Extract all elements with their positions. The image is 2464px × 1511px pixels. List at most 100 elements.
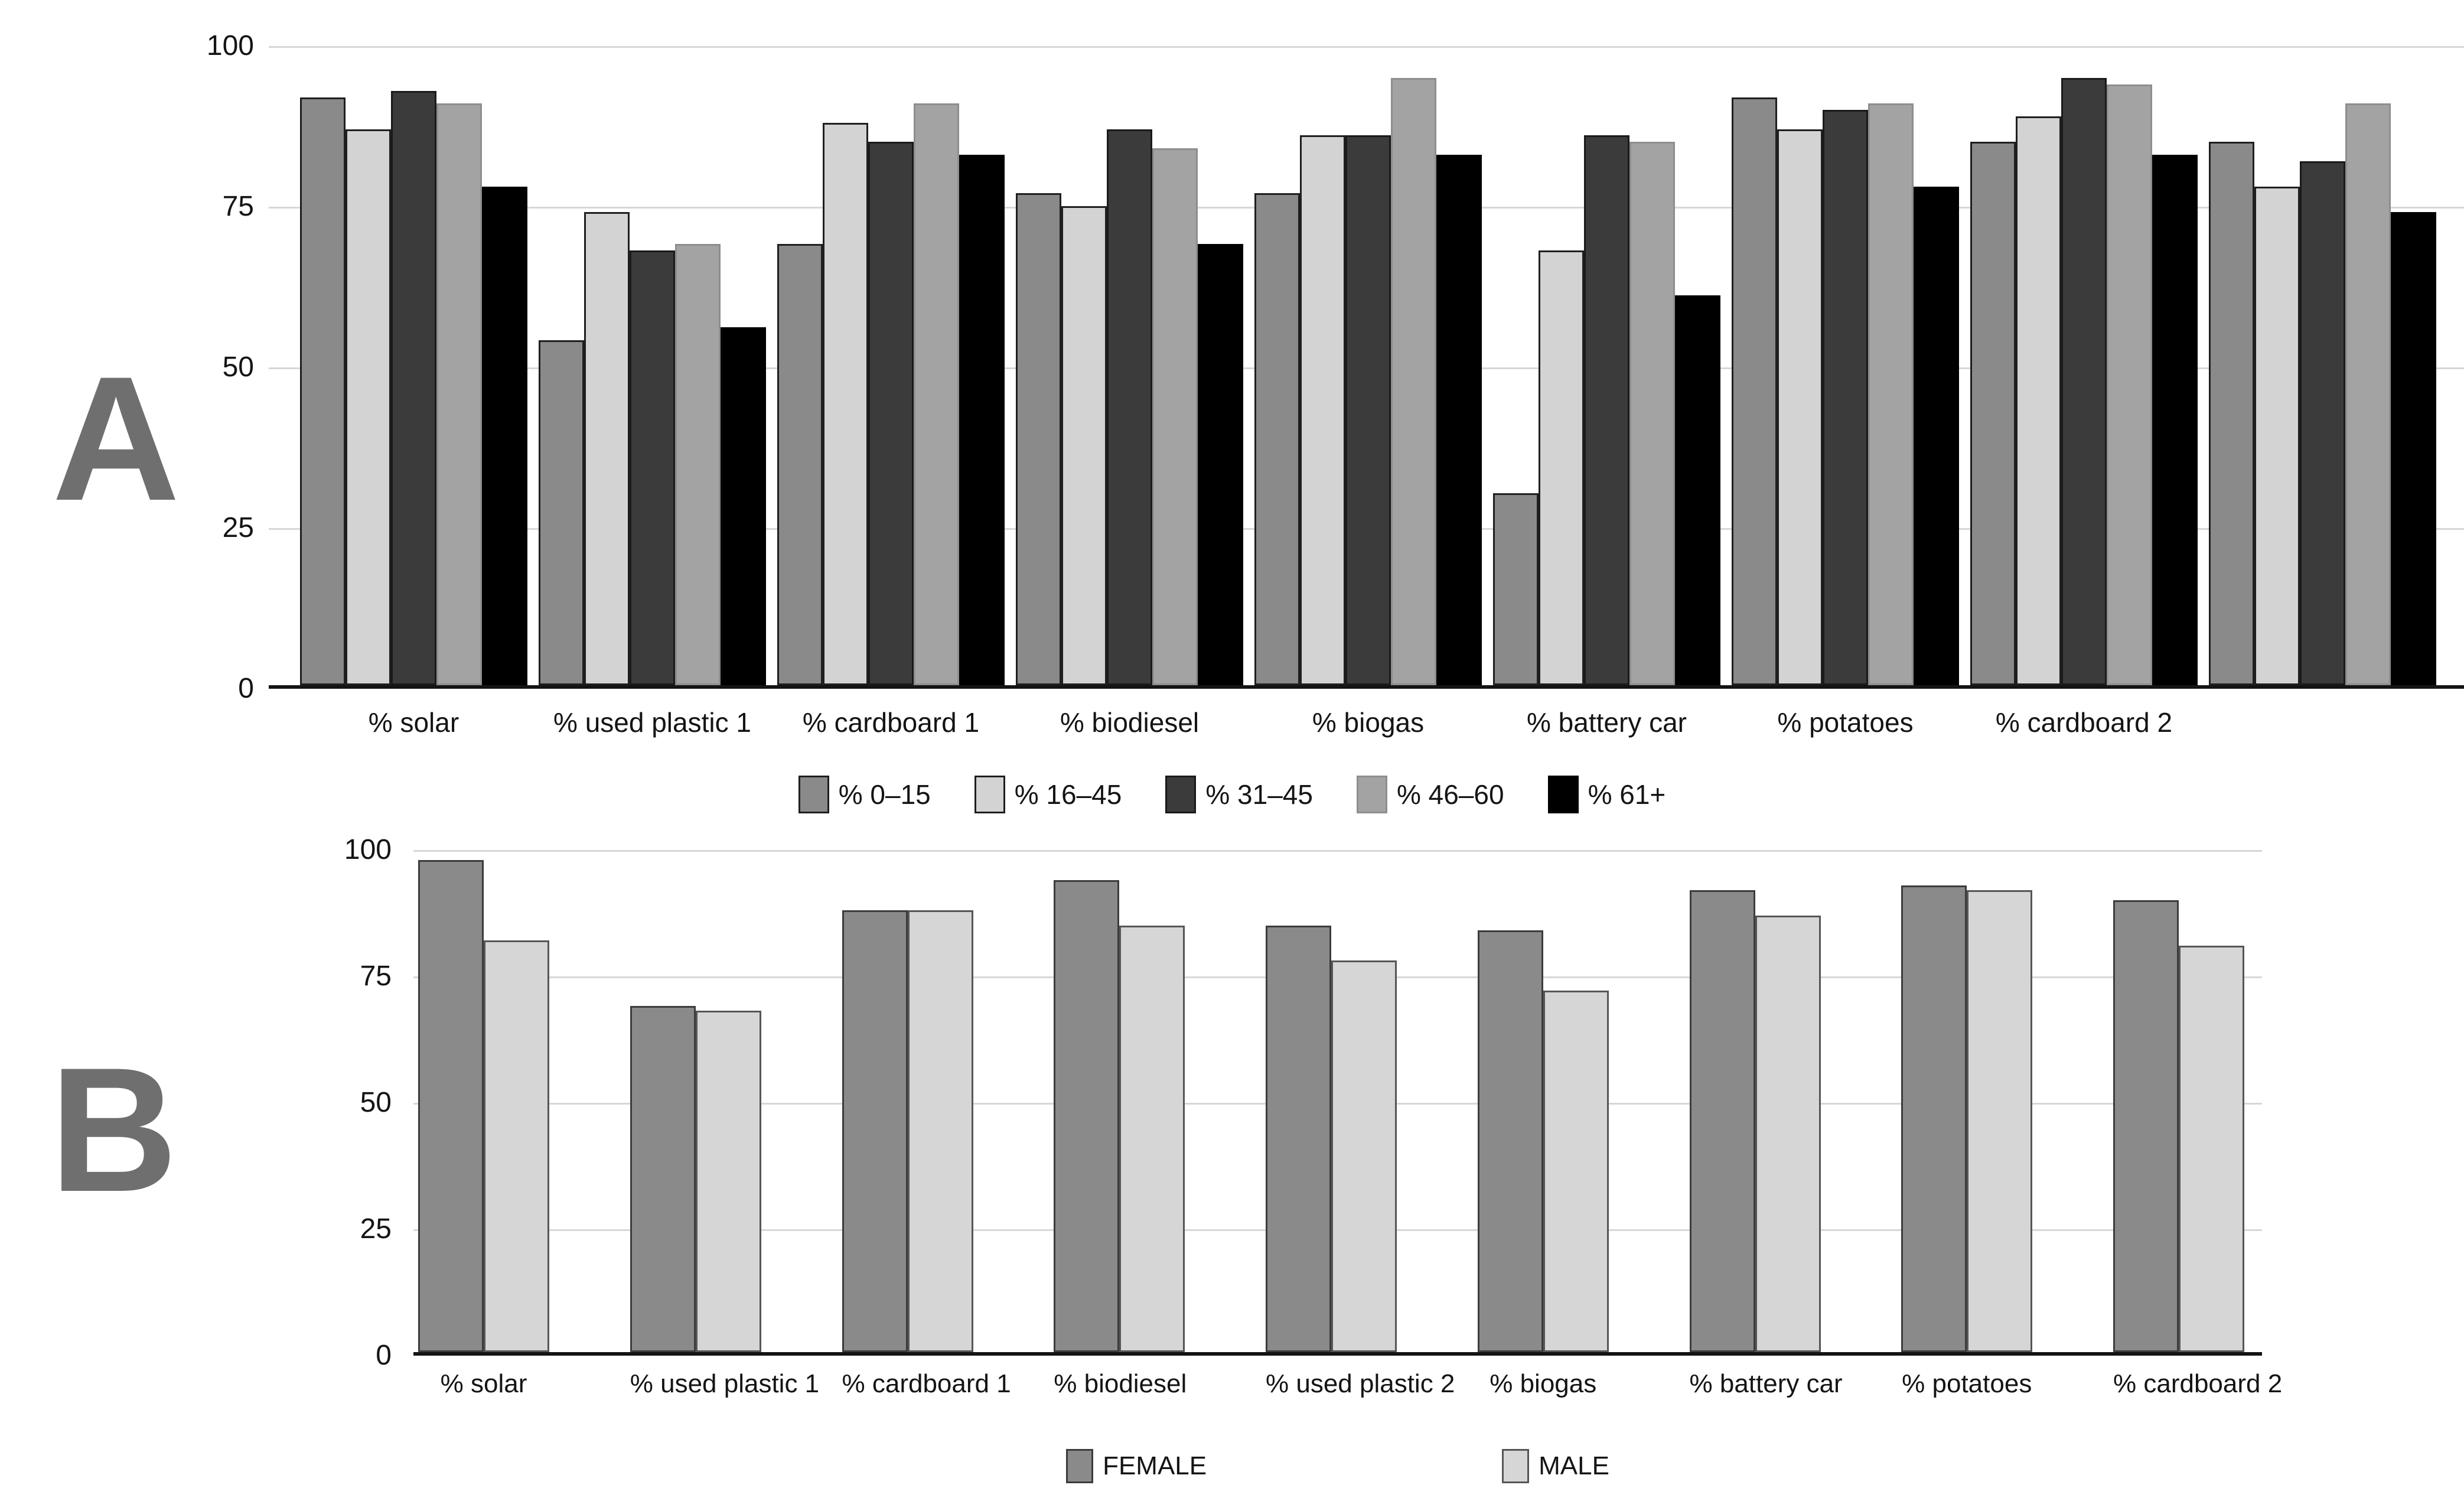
bar [2061, 78, 2107, 685]
bar-group [2113, 850, 2244, 1352]
bar [346, 129, 391, 685]
bar [418, 860, 484, 1352]
category-label: % cardboard 1 [802, 707, 980, 738]
bar [959, 154, 1005, 685]
legend-label: % 61+ [1588, 779, 1666, 810]
bar [1300, 135, 1345, 685]
bar [1119, 925, 1185, 1352]
legend-label: % 46–60 [1396, 779, 1504, 810]
bar [584, 212, 630, 685]
panel-a-letter: A [52, 339, 181, 538]
legend-label: % 31–45 [1205, 779, 1313, 810]
bar [391, 90, 436, 685]
y-tick-label: 0 [238, 673, 254, 704]
category-label: % battery car [1689, 1369, 1843, 1398]
bar [1732, 97, 1777, 685]
bar [1152, 148, 1198, 685]
plot-area [269, 46, 2464, 689]
category-label: % cardboard 2 [1995, 707, 2173, 738]
bar-groups [413, 850, 2262, 1352]
legend-swatch [1165, 776, 1197, 813]
bar [1967, 890, 2033, 1352]
bar [300, 97, 346, 685]
legend-item: % 61+ [1547, 776, 1666, 813]
bar [2300, 161, 2345, 685]
bar-group [1493, 46, 1720, 685]
legend-item: MALE [1502, 1449, 1609, 1483]
bar-group [539, 46, 766, 685]
y-tick-label: 25 [222, 512, 254, 543]
legend: % 0–15 % 16–45 % 31–45 % 46–60 % 61+ [0, 768, 2464, 821]
bar-group [2209, 46, 2436, 685]
legend-label: % 16–45 [1014, 779, 1122, 810]
bar [1436, 154, 1482, 685]
category-label: % biodiesel [1060, 707, 1200, 738]
bar [777, 244, 823, 685]
legend-item: % 46–60 [1356, 776, 1504, 813]
bar [1391, 78, 1436, 685]
bar [1054, 880, 1120, 1352]
legend-swatch [798, 776, 829, 813]
bar [1331, 960, 1397, 1352]
bar-group [1054, 850, 1185, 1352]
bar-group [1266, 850, 1397, 1352]
bar-group [777, 46, 1005, 685]
bar [695, 1011, 761, 1352]
bar [1868, 103, 1914, 685]
bar [2254, 187, 2300, 685]
category-label: % solar [368, 707, 459, 738]
bar [630, 1005, 696, 1352]
bar [1266, 925, 1331, 1352]
bar [1901, 885, 1967, 1352]
bar [914, 103, 959, 685]
bar [630, 250, 675, 685]
bar-group [1477, 850, 1609, 1352]
category-label: % used plastic 2 [1266, 1369, 1455, 1398]
bar [2179, 945, 2244, 1352]
y-tick-label: 25 [360, 1213, 392, 1245]
bar-group [630, 850, 761, 1352]
category-label: % biogas [1312, 707, 1425, 738]
category-label: % cardboard 2 [2113, 1369, 2283, 1398]
legend-swatch [974, 776, 1005, 813]
bar [1675, 295, 1720, 685]
y-tick-label: 50 [360, 1087, 392, 1118]
panel-b-letter: B [50, 1030, 179, 1229]
legend-swatch [1356, 776, 1387, 813]
bar [1543, 991, 1609, 1352]
bar [1345, 135, 1391, 685]
bar [1061, 206, 1107, 685]
bar [1970, 142, 2016, 685]
bar [842, 910, 908, 1352]
legend-label: % 0–15 [838, 779, 931, 810]
category-label: % potatoes [1902, 1369, 2032, 1398]
legend-swatch [1066, 1449, 1094, 1483]
bar-group [1901, 850, 2033, 1352]
y-tick-label: 100 [206, 30, 254, 61]
y-tick-label: 0 [376, 1340, 392, 1371]
category-label: % used plastic 1 [630, 1369, 820, 1398]
bar [1107, 129, 1152, 685]
y-tick-label: 75 [360, 960, 392, 992]
bar [868, 142, 914, 685]
bar-group [1970, 46, 2198, 685]
bar [1493, 493, 1539, 685]
bar [1254, 193, 1300, 685]
bar [1016, 193, 1061, 685]
bar [1539, 250, 1584, 685]
bar-group [842, 850, 973, 1352]
bar [675, 244, 721, 685]
plot-area [413, 850, 2262, 1356]
bar [436, 103, 482, 685]
bar [1777, 129, 1823, 685]
category-label [2209, 706, 2436, 738]
legend-item: % 16–45 [974, 776, 1122, 813]
bar [1629, 142, 1675, 685]
bar [2345, 103, 2391, 685]
bar [484, 940, 549, 1352]
bar-group [1254, 46, 1482, 685]
y-tick-label: 50 [222, 351, 254, 383]
bar [1914, 187, 1959, 685]
bar [1584, 135, 1629, 685]
